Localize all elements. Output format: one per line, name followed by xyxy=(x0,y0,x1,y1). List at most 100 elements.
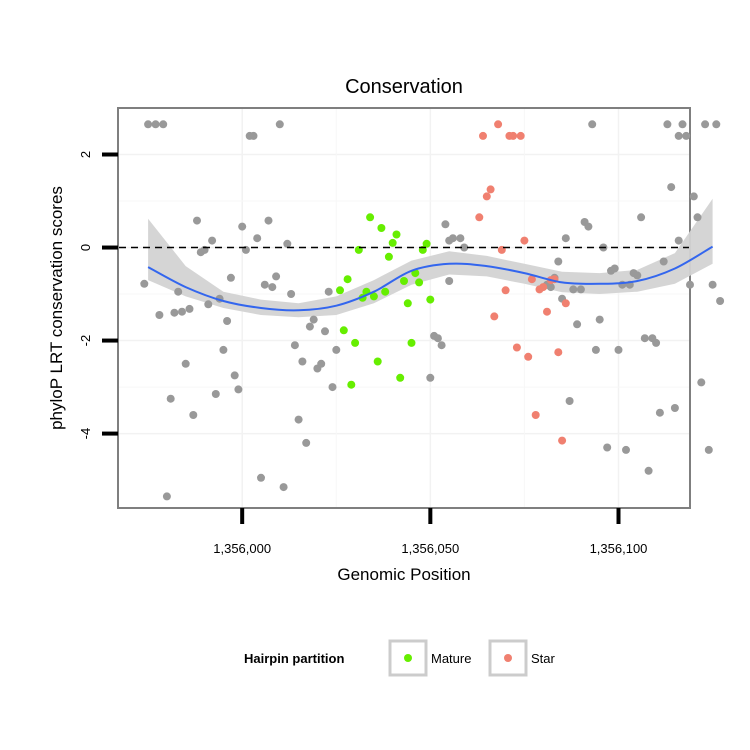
point-other-44 xyxy=(309,315,318,324)
point-other-85 xyxy=(633,271,642,280)
point-other-59 xyxy=(445,277,454,285)
plot-background xyxy=(117,107,691,509)
point-other-74 xyxy=(591,345,600,354)
point-mature-13 xyxy=(384,252,393,261)
point-other-108 xyxy=(716,297,725,305)
point-other-23 xyxy=(230,371,239,380)
point-other-39 xyxy=(290,341,299,350)
point-other-68 xyxy=(569,285,578,294)
point-other-36 xyxy=(279,483,288,492)
point-mature-10 xyxy=(373,357,382,366)
point-other-67 xyxy=(565,397,574,405)
point-other-98 xyxy=(682,131,691,140)
point-other-93 xyxy=(663,120,672,129)
point-other-47 xyxy=(321,327,329,336)
x-tick-label-2: 1,356,100 xyxy=(590,541,648,556)
point-other-97 xyxy=(678,120,687,129)
point-other-73 xyxy=(588,120,597,129)
point-other-70 xyxy=(576,285,585,294)
point-other-43 xyxy=(305,322,314,331)
y-tick-label-0: 2 xyxy=(78,151,93,158)
point-other-91 xyxy=(655,408,664,417)
point-star-13 xyxy=(524,352,533,361)
point-other-29 xyxy=(253,234,262,243)
point-other-69 xyxy=(573,320,582,329)
y-tick-label-3: -4 xyxy=(78,428,93,440)
point-other-18 xyxy=(211,390,220,398)
point-other-42 xyxy=(302,438,311,447)
point-star-7 xyxy=(501,286,510,295)
point-star-5 xyxy=(494,120,503,129)
point-other-106 xyxy=(708,280,717,289)
point-other-30 xyxy=(257,473,265,482)
point-mature-18 xyxy=(403,299,412,308)
y-axis: 2 0 -2 -4 xyxy=(78,151,118,439)
point-other-28 xyxy=(249,131,258,140)
point-other-104 xyxy=(701,120,710,129)
point-other-50 xyxy=(332,345,341,354)
point-mature-3 xyxy=(347,380,356,389)
point-other-80 xyxy=(614,345,623,354)
x-axis: 1,356,000 1,356,050 1,356,100 xyxy=(213,508,647,556)
point-mature-1 xyxy=(339,326,348,335)
point-other-33 xyxy=(268,283,277,292)
point-other-107 xyxy=(712,120,721,129)
point-other-79 xyxy=(610,264,619,273)
point-other-105 xyxy=(704,445,713,454)
chart-title: Conservation xyxy=(345,76,463,98)
point-other-13 xyxy=(193,216,201,225)
point-star-14 xyxy=(527,275,536,284)
legend: Hairpin partition Mature Star xyxy=(244,639,556,677)
point-other-53 xyxy=(460,243,469,252)
point-star-3 xyxy=(486,185,495,194)
point-mature-4 xyxy=(351,338,360,347)
grid-lines xyxy=(119,109,689,507)
point-other-22 xyxy=(226,273,235,282)
x-tick-label-1: 1,356,050 xyxy=(401,541,459,556)
point-other-64 xyxy=(554,257,563,266)
legend-label-star: Star xyxy=(531,651,556,666)
point-other-9 xyxy=(178,307,186,316)
point-other-82 xyxy=(622,445,630,454)
point-other-56 xyxy=(433,334,442,343)
point-star-11 xyxy=(516,131,525,140)
point-other-2 xyxy=(159,120,168,129)
point-other-49 xyxy=(328,383,337,392)
point-other-37 xyxy=(283,239,292,248)
point-other-57 xyxy=(437,341,446,350)
point-mature-19 xyxy=(407,338,416,347)
y-tick-label-2: -2 xyxy=(78,335,93,347)
point-other-41 xyxy=(298,357,307,366)
point-star-1 xyxy=(479,131,487,140)
point-star-9 xyxy=(509,131,518,140)
point-other-24 xyxy=(234,385,243,394)
point-other-31 xyxy=(260,280,269,289)
point-star-21 xyxy=(554,348,563,357)
point-other-38 xyxy=(287,290,296,298)
point-star-23 xyxy=(561,299,570,308)
point-other-34 xyxy=(272,272,281,281)
point-other-4 xyxy=(155,311,164,319)
point-other-52 xyxy=(456,234,465,243)
point-mature-0 xyxy=(336,286,344,295)
point-other-32 xyxy=(264,216,273,225)
point-star-0 xyxy=(475,213,484,222)
point-other-0 xyxy=(144,120,153,129)
point-other-102 xyxy=(693,213,702,222)
plot-panel xyxy=(117,107,725,509)
point-other-95 xyxy=(670,404,679,412)
point-other-77 xyxy=(603,443,612,452)
point-other-101 xyxy=(689,192,698,201)
point-other-3 xyxy=(140,279,149,288)
point-other-6 xyxy=(166,394,175,403)
point-other-58 xyxy=(441,220,450,229)
point-star-4 xyxy=(490,312,499,321)
legend-title: Hairpin partition xyxy=(244,651,344,666)
point-star-22 xyxy=(558,436,567,445)
point-other-48 xyxy=(324,287,333,296)
point-mature-24 xyxy=(426,295,435,304)
point-other-103 xyxy=(697,378,706,387)
point-other-11 xyxy=(185,304,194,313)
point-star-18 xyxy=(543,307,551,316)
